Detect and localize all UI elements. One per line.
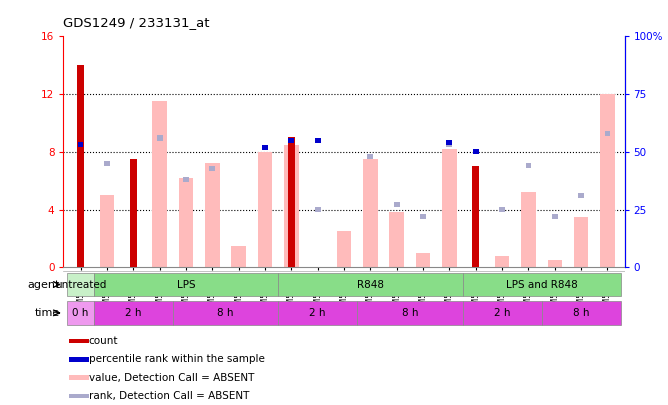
Bar [473, 149, 479, 154]
Bar [462, 273, 621, 296]
Bar [462, 301, 542, 325]
Bar [183, 177, 189, 182]
Bar [495, 256, 509, 267]
Bar [67, 301, 94, 325]
Text: time: time [35, 308, 60, 318]
Text: count: count [89, 336, 118, 346]
Bar [69, 357, 90, 362]
Text: LPS: LPS [176, 279, 195, 290]
Bar [605, 131, 611, 136]
Text: 2 h: 2 h [494, 308, 510, 318]
Bar [67, 273, 94, 296]
Bar [152, 101, 167, 267]
Bar [69, 394, 90, 398]
Text: 2 h: 2 h [125, 308, 142, 318]
Text: agent: agent [28, 279, 60, 290]
Bar [278, 273, 462, 296]
Bar [315, 207, 321, 212]
Bar [394, 202, 399, 207]
Bar [130, 159, 137, 267]
Bar [521, 192, 536, 267]
Bar [578, 193, 584, 198]
Bar [526, 163, 531, 168]
Bar [288, 137, 295, 267]
Bar [415, 253, 430, 267]
Bar [357, 301, 462, 325]
Bar [499, 207, 505, 212]
Bar [363, 159, 377, 267]
Bar [262, 145, 268, 150]
Bar [77, 65, 84, 267]
Bar [284, 145, 299, 267]
Bar [552, 214, 558, 219]
Bar [389, 213, 404, 267]
Bar [367, 154, 373, 159]
Bar [100, 195, 114, 267]
Bar [472, 166, 480, 267]
Text: percentile rank within the sample: percentile rank within the sample [89, 354, 265, 364]
Bar [442, 149, 457, 267]
Bar [542, 301, 621, 325]
Bar [289, 138, 294, 143]
Bar [258, 152, 273, 267]
Bar [446, 143, 452, 147]
Bar [601, 94, 615, 267]
Bar [157, 136, 162, 141]
Bar [205, 163, 220, 267]
Bar [69, 339, 90, 343]
Text: rank, Detection Call = ABSENT: rank, Detection Call = ABSENT [89, 391, 249, 401]
Text: GDS1249 / 233131_at: GDS1249 / 233131_at [63, 16, 210, 29]
Bar [278, 301, 357, 325]
Bar [337, 231, 351, 267]
Text: LPS and R848: LPS and R848 [506, 279, 577, 290]
Text: 8 h: 8 h [401, 308, 418, 318]
Bar [574, 217, 589, 267]
Bar [179, 178, 193, 267]
Bar [173, 301, 278, 325]
Bar [77, 143, 84, 147]
Text: 8 h: 8 h [217, 308, 234, 318]
Bar [69, 375, 90, 380]
Text: value, Detection Call = ABSENT: value, Detection Call = ABSENT [89, 373, 254, 383]
Bar [104, 161, 110, 166]
Text: R848: R848 [357, 279, 384, 290]
Bar [94, 301, 173, 325]
Bar [231, 246, 246, 267]
Bar [446, 140, 452, 145]
Text: 0 h: 0 h [72, 308, 89, 318]
Text: 2 h: 2 h [309, 308, 326, 318]
Text: untreated: untreated [55, 279, 106, 290]
Bar [420, 214, 426, 219]
Text: 8 h: 8 h [573, 308, 589, 318]
Bar [315, 138, 321, 143]
Bar [94, 273, 278, 296]
Bar [209, 166, 215, 171]
Bar [548, 260, 562, 267]
